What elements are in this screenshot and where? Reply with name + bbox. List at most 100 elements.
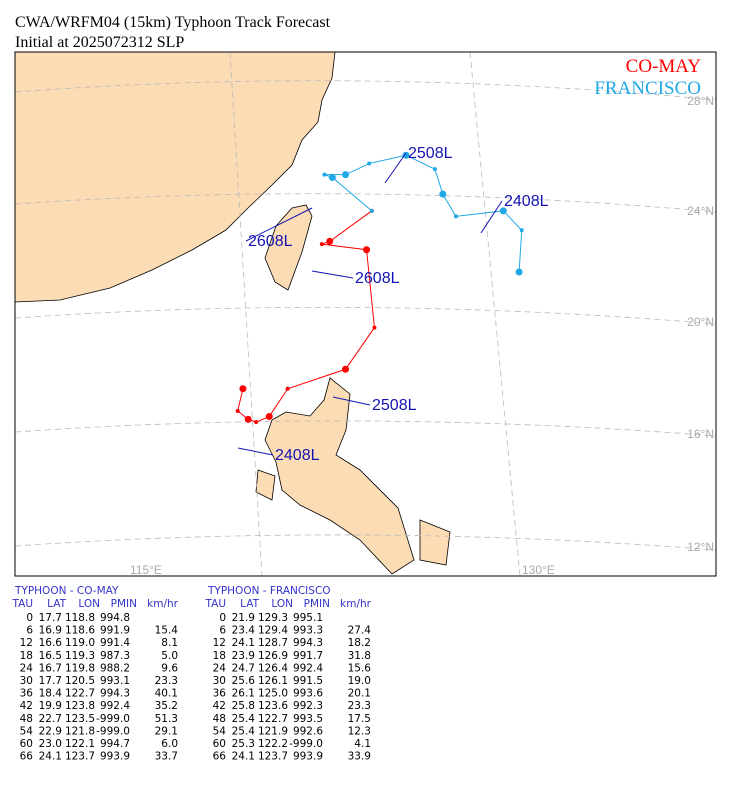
table-cell: 993.5 [293, 713, 323, 725]
track-point [367, 161, 372, 166]
lon-line [229, 52, 263, 576]
table-cell: 42 [20, 700, 33, 712]
table-cell: 24.7 [232, 662, 255, 674]
table-cell: 48 [20, 713, 33, 725]
track-point [244, 415, 252, 423]
track-point [369, 208, 374, 213]
lat-line [15, 420, 716, 437]
table-cell: 125.0 [258, 688, 288, 700]
table-cell: 30 [20, 675, 33, 687]
table-cell: 17.7 [39, 675, 62, 687]
table-cell: 994.8 [100, 612, 130, 624]
table-cell: 991.5 [293, 675, 323, 687]
table-cell: 123.7 [258, 751, 288, 763]
lat-label: 16°N [687, 427, 714, 441]
label-leader [480, 200, 503, 234]
table-cell: 24.1 [39, 751, 62, 763]
taiwan [264, 204, 313, 291]
lat-line [15, 193, 716, 213]
table-title: TYPHOON - FRANCISCO [207, 585, 331, 597]
table-cell: 128.7 [258, 637, 288, 649]
label-leader [245, 207, 313, 242]
table-cell: 25.4 [232, 713, 256, 725]
lat-label: 24°N [687, 204, 714, 218]
table-cell: 988.2 [100, 662, 130, 674]
table-cell: 21.9 [232, 612, 255, 624]
track-point [265, 413, 273, 421]
table-cell: 992.4 [293, 662, 323, 674]
lat-line [15, 306, 716, 325]
table-cell: 119.8 [65, 662, 95, 674]
samar [419, 519, 451, 566]
table-cell: 66 [20, 751, 34, 763]
table-cell: 994.7 [100, 738, 130, 750]
table-cell: 118.8 [65, 612, 95, 624]
table-cell: 993.1 [100, 675, 130, 687]
lon-label: 115°E [130, 563, 162, 577]
track-point [254, 420, 259, 425]
legend-entry: FRANCISCO [594, 78, 701, 99]
table-cell: 123.7 [65, 751, 95, 763]
track-point [499, 207, 507, 215]
table-cell: 122.2 [258, 738, 288, 750]
table-cell: 994.3 [293, 637, 323, 649]
table-cell: 25.6 [232, 675, 256, 687]
table-cell: 122.7 [258, 713, 288, 725]
table-cell: 12 [20, 637, 33, 649]
table-title: TYPHOON - CO-MAY [14, 585, 119, 597]
table-cell: 42 [213, 700, 226, 712]
table-cell: 993.9 [293, 751, 323, 763]
table-cell: 27.4 [348, 625, 372, 637]
table-cell: 17.7 [39, 612, 62, 624]
table-cell: 24 [213, 662, 227, 674]
table-cell: 119.0 [65, 637, 95, 649]
lat-label: 20°N [687, 315, 714, 329]
label-leader [384, 152, 407, 184]
table-cell: 16.6 [39, 637, 63, 649]
label-leader [311, 270, 354, 279]
table-cell: 54 [20, 725, 34, 737]
track-point [342, 171, 350, 179]
table-cell: 122.7 [65, 688, 95, 700]
table-cell: 18 [20, 650, 33, 662]
track-point [342, 365, 350, 373]
table-cell: 129.3 [258, 612, 288, 624]
table-cell: 24 [20, 662, 34, 674]
table-cell: 18.4 [39, 688, 63, 700]
table-cell: 129.4 [258, 625, 288, 637]
column-header: km/hr [340, 598, 372, 610]
table-cell: 36 [213, 688, 227, 700]
track-point [432, 167, 437, 172]
table-cell: 25.4 [232, 725, 256, 737]
table-cell: 991.9 [100, 625, 130, 637]
track-point [285, 386, 290, 391]
table-cell: 22.9 [39, 725, 62, 737]
table-cell: 23.4 [232, 625, 256, 637]
column-header: PMIN [304, 598, 330, 610]
table-cell: 12.3 [348, 725, 371, 737]
track-point [519, 228, 524, 233]
table-cell: 0 [26, 612, 33, 624]
table-cell: 15.6 [348, 662, 372, 674]
track-point [363, 246, 371, 254]
column-header: PMIN [111, 598, 137, 610]
subtitle: Initial at 2025072312 SLP [15, 34, 184, 51]
table-cell: 18.2 [348, 637, 371, 649]
table-cell: 5.0 [161, 650, 178, 662]
table-cell: 991.4 [100, 637, 130, 649]
table-cell: 995.1 [293, 612, 323, 624]
label-leader [332, 396, 371, 406]
table-cell: 993.3 [293, 625, 323, 637]
table-cell: 16.7 [39, 662, 62, 674]
table-cell: 991.7 [293, 650, 323, 662]
table-cell: 120.5 [65, 675, 95, 687]
column-header: TAU [205, 598, 226, 610]
table-cell: 121.9 [258, 725, 288, 737]
table-cell: 25.3 [232, 738, 255, 750]
table-cell: 994.3 [100, 688, 130, 700]
table-cell: 9.6 [161, 662, 178, 674]
table-cell: 987.3 [100, 650, 130, 662]
track-point [328, 173, 336, 181]
table-cell: 992.6 [293, 725, 323, 737]
column-header: LAT [240, 598, 259, 610]
